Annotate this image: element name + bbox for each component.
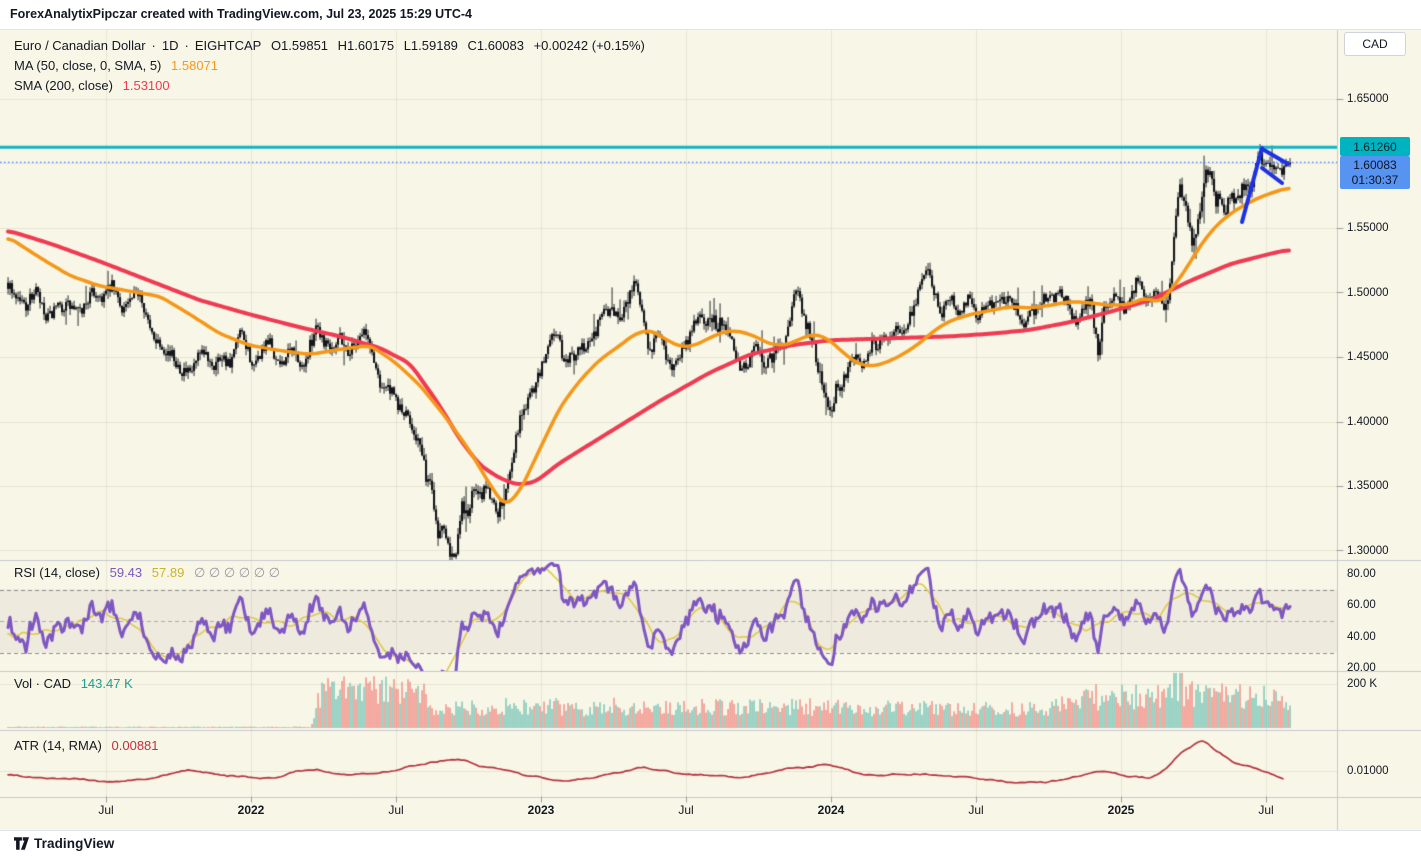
ma50-value: 1.58071 <box>171 58 219 73</box>
rsi-tick: 20.00 <box>1347 662 1376 675</box>
resistance-price-label: 1.61260 <box>1340 137 1410 156</box>
rsi-tick: 80.00 <box>1347 567 1376 580</box>
rsi-value: 59.43 <box>109 565 143 580</box>
symbol-title: Euro / Canadian Dollar <box>14 38 146 53</box>
tradingview-logo-icon <box>14 837 29 850</box>
rsi-label: RSI (14, close) <box>14 565 100 580</box>
ma50-legend-row[interactable]: MA (50, close, 0, SMA, 5) 1.58071 <box>14 56 651 76</box>
price-tick: 1.65000 <box>1347 93 1389 105</box>
atr-legend[interactable]: ATR (14, RMA) 0.00881 <box>14 736 159 756</box>
time-axis-label: 2022 <box>237 803 265 817</box>
time-axis-label: 2023 <box>527 803 555 817</box>
ohlc-high: H1.60175 <box>337 38 395 53</box>
price-tick: 1.45000 <box>1347 351 1389 363</box>
footer-bar: TradingView <box>0 830 1421 858</box>
time-axis-label: Jul <box>388 803 404 817</box>
last-price-label: 1.60083 01:30:37 <box>1340 156 1410 189</box>
volume-tick: 200 K <box>1347 678 1378 691</box>
price-tick: 1.35000 <box>1347 480 1389 492</box>
sma200-value: 1.53100 <box>122 78 170 93</box>
rsi-ma-value: 57.89 <box>151 565 185 580</box>
rsi-hidden-plots: ∅ ∅ ∅ ∅ ∅ ∅ <box>193 565 280 580</box>
time-axis-label: Jul <box>678 803 694 817</box>
atr-tick: 0.01000 <box>1347 765 1389 777</box>
separator-dot: · <box>184 38 189 53</box>
attribution-text: ForexAnalytixPipczar created with Tradin… <box>10 7 472 21</box>
tradingview-logo-text: TradingView <box>34 836 115 851</box>
attribution-bar: ForexAnalytixPipczar created with Tradin… <box>0 0 1421 30</box>
main-chart-legend[interactable]: Euro / Canadian Dollar · 1D · EIGHTCAP O1.59… <box>14 36 651 96</box>
rsi-tick: 40.00 <box>1347 630 1376 643</box>
bar-countdown: 01:30:37 <box>1351 172 1399 187</box>
currency-unit-label: CAD <box>1362 37 1388 51</box>
sma200-legend-row[interactable]: SMA (200, close) 1.53100 <box>14 76 651 96</box>
price-tick: 1.30000 <box>1347 544 1389 557</box>
tradingview-logo[interactable]: TradingView <box>14 836 114 851</box>
exchange-label: EIGHTCAP <box>194 38 262 53</box>
rsi-legend[interactable]: RSI (14, close) 59.43 57.89 ∅ ∅ ∅ ∅ ∅ ∅ <box>14 563 280 583</box>
sma200-label: SMA (200, close) <box>14 78 113 93</box>
price-tick: 1.40000 <box>1347 415 1389 428</box>
ohlc-close: C1.60083 <box>467 38 524 53</box>
interval-label: 1D <box>161 38 179 53</box>
last-price-value: 1.60083 <box>1353 157 1397 172</box>
atr-value: 0.00881 <box>111 738 159 753</box>
rsi-tick: 60.00 <box>1347 599 1376 612</box>
price-tick: 1.55000 <box>1347 222 1389 234</box>
time-axis-label: 2025 <box>1107 803 1135 817</box>
change-value: +0.00242 (+0.15%) <box>533 38 645 53</box>
time-axis-label: Jul <box>968 803 984 817</box>
separator-dot: · <box>151 38 156 53</box>
currency-unit-button[interactable]: CAD <box>1344 32 1406 56</box>
time-axis-label: Jul <box>98 803 114 817</box>
resistance-price-value: 1.61260 <box>1353 139 1397 154</box>
time-axis-label: Jul <box>1258 803 1274 817</box>
volume-value: 143.47 K <box>80 676 133 691</box>
atr-label: ATR (14, RMA) <box>14 738 102 753</box>
ohlc-low: L1.59189 <box>403 38 458 53</box>
ma50-label: MA (50, close, 0, SMA, 5) <box>14 58 162 73</box>
symbol-row[interactable]: Euro / Canadian Dollar · 1D · EIGHTCAP O1.59… <box>14 36 651 56</box>
ohlc-open: O1.59851 <box>270 38 329 53</box>
volume-legend[interactable]: Vol · CAD 143.47 K <box>14 674 133 694</box>
time-axis-label: 2024 <box>817 803 845 817</box>
volume-label: Vol · CAD <box>14 676 72 691</box>
price-tick: 1.50000 <box>1347 286 1389 299</box>
